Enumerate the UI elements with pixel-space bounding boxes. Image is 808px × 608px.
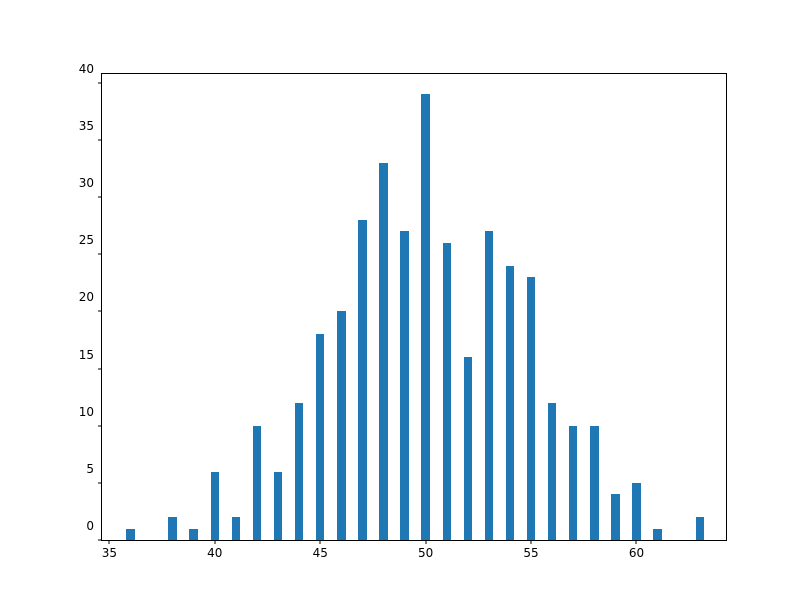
x-tick-mark (214, 540, 215, 544)
bar (527, 277, 535, 540)
x-tick-label: 50 (418, 546, 433, 560)
x-tick-mark (320, 540, 321, 544)
y-tick-label: 10 (79, 405, 94, 419)
x-tick-label: 45 (313, 546, 328, 560)
y-tick-mark (98, 139, 102, 140)
y-tick-label: 0 (86, 519, 94, 533)
bar (506, 266, 514, 540)
bar (295, 403, 303, 540)
y-tick-mark (98, 425, 102, 426)
y-tick-mark (98, 82, 102, 83)
bar (126, 529, 134, 540)
bar (358, 220, 366, 540)
bar (421, 94, 429, 540)
y-tick-mark (98, 254, 102, 255)
y-tick-mark (98, 482, 102, 483)
bar (316, 334, 324, 540)
y-tick-mark (98, 311, 102, 312)
y-tick-label: 35 (79, 119, 94, 133)
y-tick-label: 25 (79, 233, 94, 247)
figure: 35 40 45 50 55 60 0 5 10 15 20 25 30 35 40 (0, 0, 808, 608)
bar (337, 311, 345, 540)
bar (653, 529, 661, 540)
bar (400, 231, 408, 540)
y-tick-mark (98, 368, 102, 369)
x-tick-mark (425, 540, 426, 544)
y-tick-label: 15 (79, 348, 94, 362)
y-tick-label: 30 (79, 176, 94, 190)
bar (232, 517, 240, 540)
x-tick-label: 60 (629, 546, 644, 560)
bar (253, 426, 261, 540)
x-tick-mark (531, 540, 532, 544)
x-tick-label: 40 (207, 546, 222, 560)
bar (443, 243, 451, 540)
bar (464, 357, 472, 540)
x-tick-label: 35 (102, 546, 117, 560)
bar (611, 494, 619, 540)
x-tick-label: 55 (523, 546, 538, 560)
bar (696, 517, 704, 540)
bar (569, 426, 577, 540)
x-tick-mark (636, 540, 637, 544)
bar (485, 231, 493, 540)
y-tick-label: 40 (79, 62, 94, 76)
y-tick-mark (98, 540, 102, 541)
bar (211, 472, 219, 541)
bar (548, 403, 556, 540)
bar (189, 529, 197, 540)
y-tick-mark (98, 197, 102, 198)
bar (168, 517, 176, 540)
y-tick-label: 5 (86, 462, 94, 476)
bar (274, 472, 282, 541)
x-tick-mark (109, 540, 110, 544)
bar (590, 426, 598, 540)
bar (379, 163, 387, 540)
bar (632, 483, 640, 540)
y-tick-label: 20 (79, 290, 94, 304)
histogram-axes: 354045505560 0510152025303540 (101, 73, 727, 541)
